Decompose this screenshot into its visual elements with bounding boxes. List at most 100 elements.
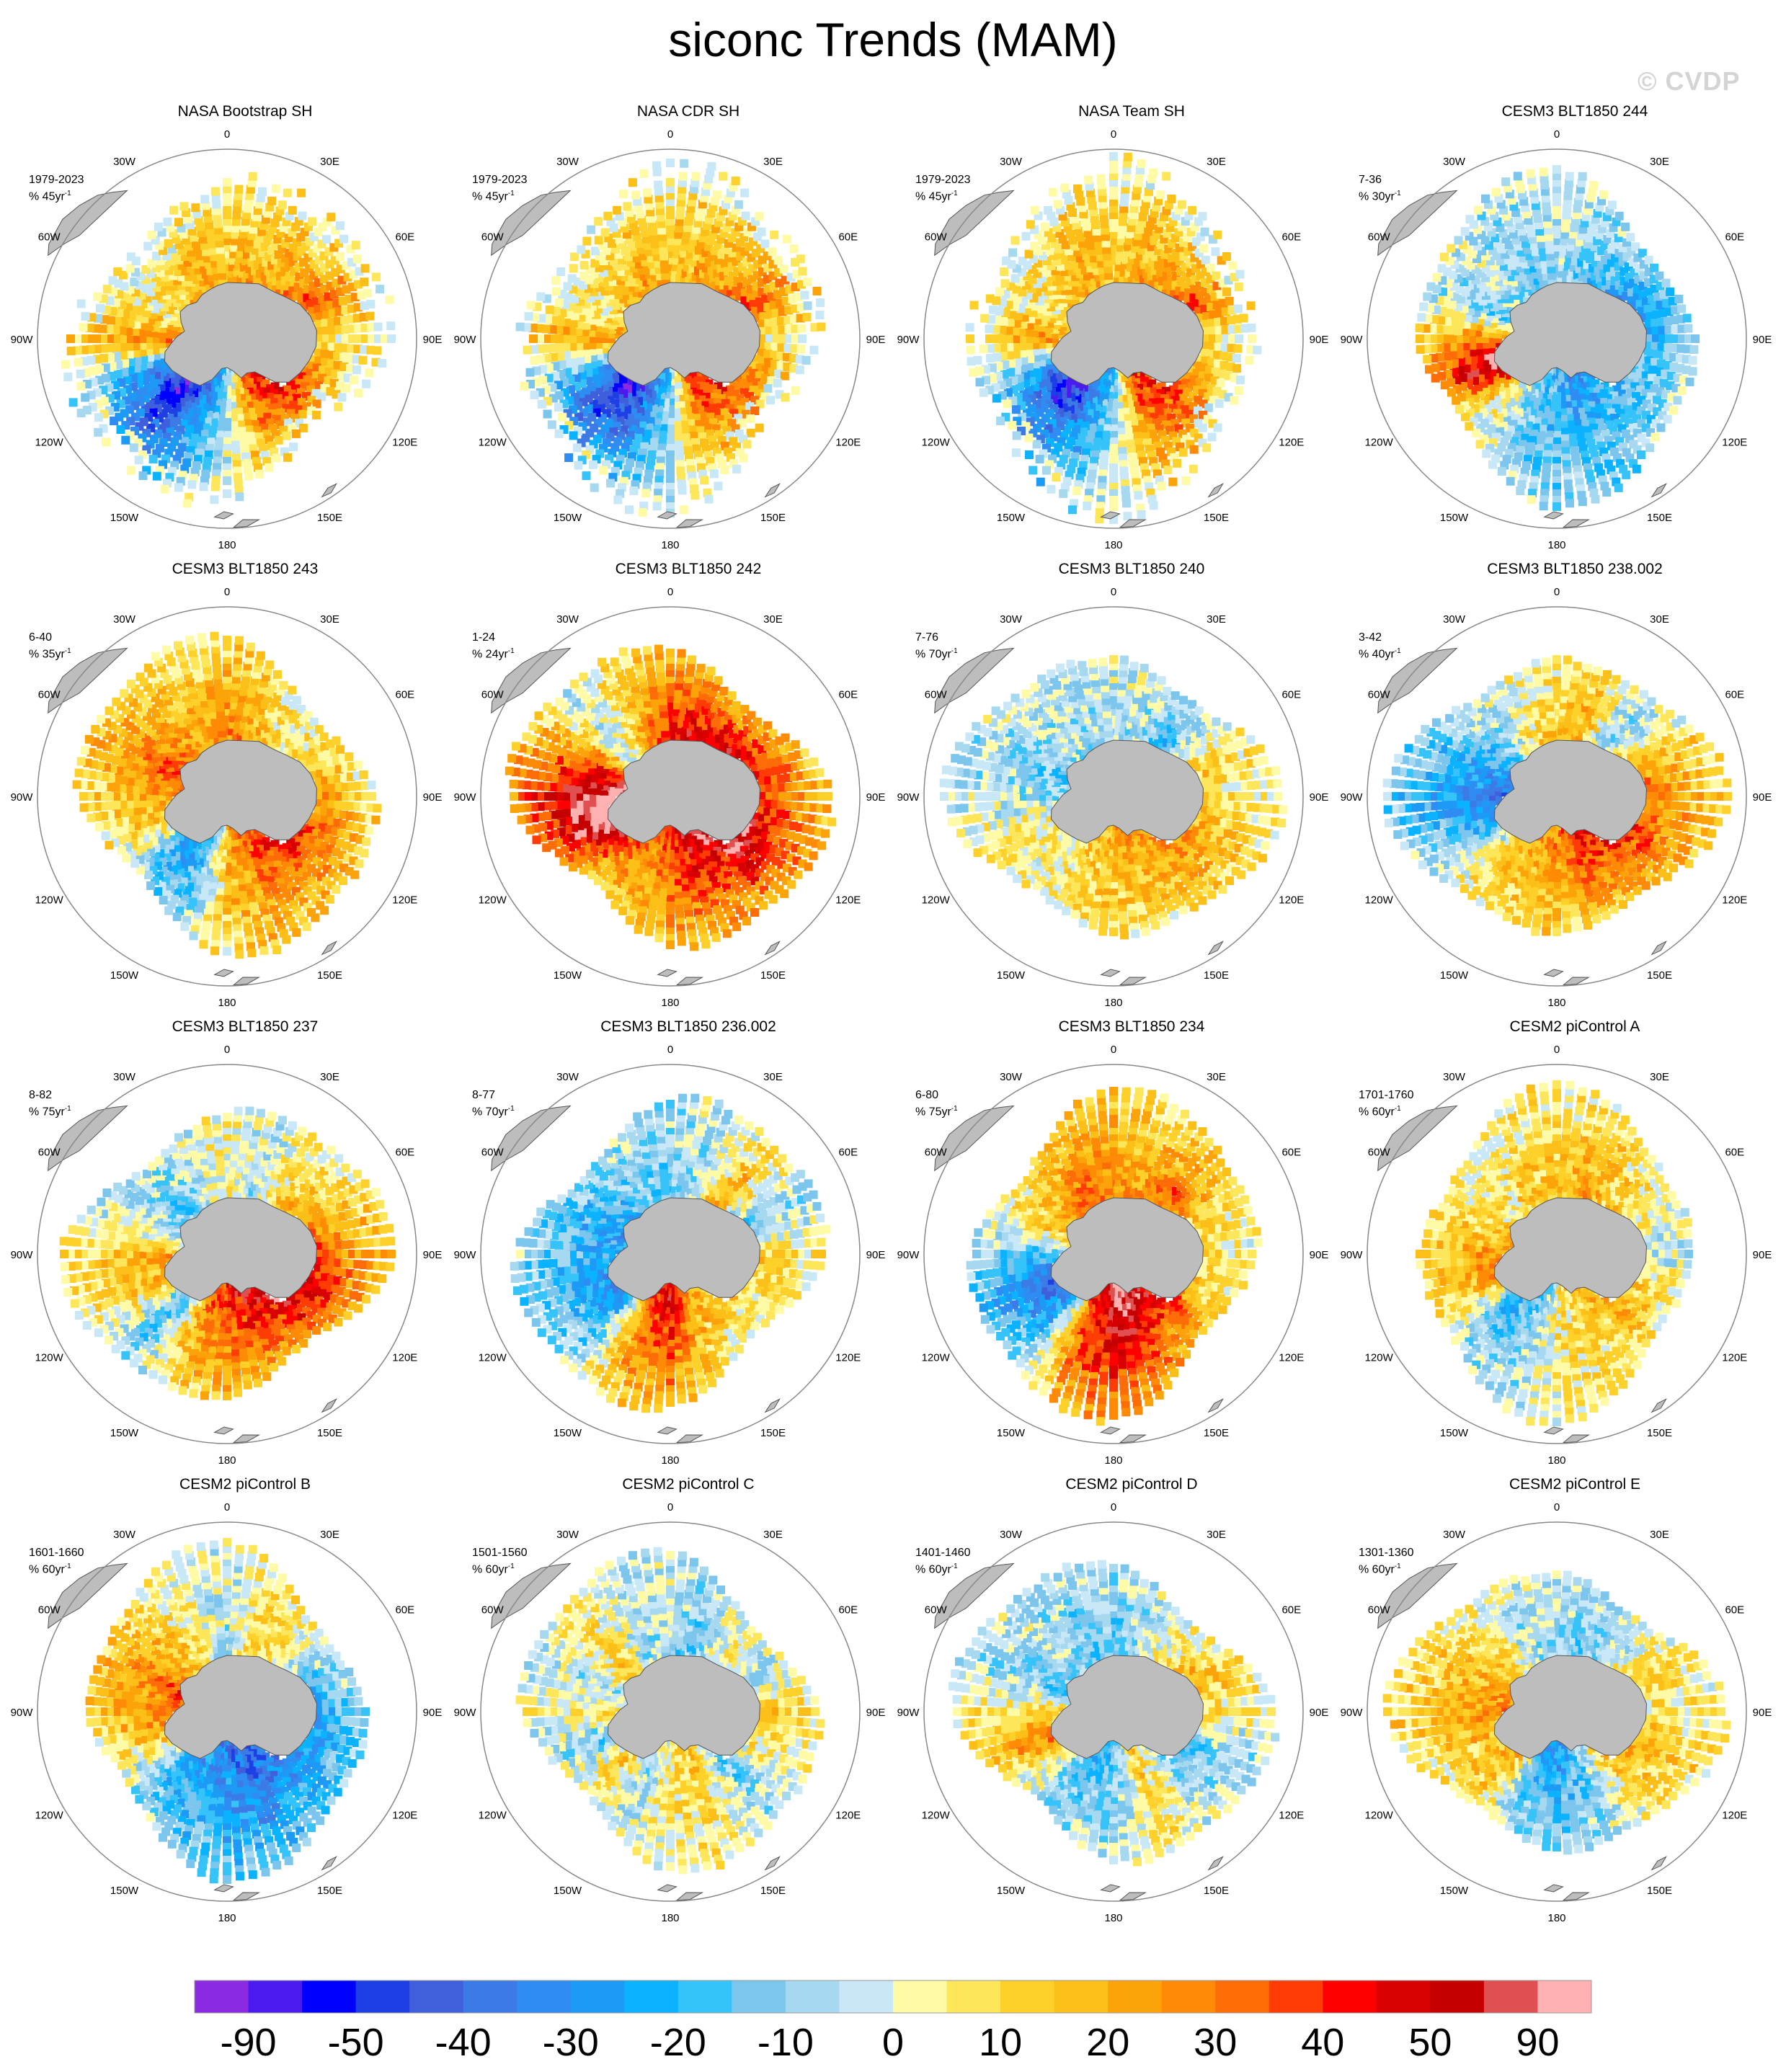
- longitude-label: 180: [1547, 997, 1565, 1009]
- longitude-label: 120W: [922, 1352, 951, 1364]
- longitude-label: 60W: [1368, 1604, 1391, 1617]
- longitude-label: 30E: [1207, 613, 1226, 626]
- rate-exponent: -1: [507, 1105, 515, 1113]
- longitude-label: 60E: [838, 1147, 858, 1159]
- trend-field: [939, 655, 1288, 940]
- panel-period: 1979-2023: [29, 174, 84, 186]
- colorbar-tick-label: 50: [1408, 2021, 1452, 2064]
- antarctica-landmass: [1050, 1197, 1204, 1302]
- colorbar-tick-label: -10: [758, 2021, 814, 2064]
- colorbar-swatch: [355, 1980, 410, 2013]
- colorbar-tick-label: -50: [328, 2021, 384, 2064]
- panel-rate-text: % 60yr: [1359, 1563, 1395, 1576]
- longitude-label: 60E: [1725, 1604, 1744, 1617]
- panel-rate: % 60yr-1: [915, 1560, 971, 1576]
- panel-title: CESM3 BLT1850 242: [615, 561, 762, 577]
- south-america-landmass: [491, 1562, 572, 1629]
- map-panel: NASA Bootstrap SH 1979-2023% 45yr-1 0 30E 60…: [11, 103, 461, 562]
- polar-map: 0 30E 60E 90E 120E 150E 180 150W 120W 90W 60W 30W: [11, 1501, 443, 1924]
- panel-title: NASA Bootstrap SH: [177, 103, 313, 120]
- panel-period: 3-42: [1359, 631, 1382, 644]
- colorbar-tick-label: 0: [882, 2021, 904, 2064]
- longitude-label: 30E: [320, 1071, 339, 1083]
- panel-period: 1501-1560: [472, 1547, 528, 1559]
- longitude-label: 150E: [1647, 1885, 1672, 1897]
- longitude-label: 90E: [1310, 334, 1329, 346]
- longitude-label: 0: [1554, 586, 1560, 598]
- panel-rate-text: % 60yr: [29, 1563, 65, 1576]
- new-zealand-landmass: [1543, 511, 1564, 520]
- colorbar-frame: [194, 1980, 1592, 2014]
- longitude-label: 120W: [479, 437, 507, 449]
- longitude-label: 150E: [1204, 1427, 1229, 1439]
- colorbar-swatch: [409, 1980, 464, 2013]
- tasmania-landmass: [764, 1398, 781, 1413]
- longitude-label: 60W: [1368, 231, 1391, 244]
- panel-title: CESM3 BLT1850 244: [1501, 103, 1648, 120]
- longitude-label: 120E: [835, 437, 861, 449]
- longitude-label: 90E: [1753, 334, 1772, 346]
- polar-map: 0 30E 60E 90E 120E 150E 180 150W 120W 90W 60W 30W: [897, 1501, 1329, 1924]
- polar-map: 0 30E 60E 90E 120E 150E 180 150W 120W 90W 60W 30W: [897, 128, 1329, 551]
- tasmania-landmass: [321, 941, 337, 956]
- new-zealand-landmass: [1562, 519, 1591, 528]
- longitude-label: 90W: [11, 1707, 34, 1719]
- panel-period: 6-80: [915, 1089, 939, 1101]
- new-zealand-landmass: [1119, 977, 1147, 986]
- longitude-label: 60W: [481, 231, 505, 244]
- panel-rate: % 60yr-1: [472, 1560, 528, 1576]
- tasmania-landmass: [1207, 941, 1224, 956]
- trend-field: [61, 172, 396, 508]
- polar-map: 0 30E 60E 90E 120E 150E 180 150W 120W 90W 60W 30W: [897, 586, 1329, 1009]
- map-boundary: [480, 606, 861, 987]
- longitude-label: 60E: [1725, 689, 1744, 701]
- longitude-label: 30W: [1000, 1071, 1023, 1083]
- longitude-label: 30W: [556, 1529, 579, 1541]
- panel-rate: % 35yr-1: [29, 644, 71, 661]
- longitude-label: 180: [218, 997, 236, 1009]
- trend-field: [510, 1093, 831, 1413]
- colorbar-swatch: [1430, 1980, 1485, 2013]
- longitude-label: 120E: [1722, 1352, 1747, 1364]
- tasmania-landmass: [764, 941, 781, 956]
- longitude-label: 180: [1104, 1454, 1122, 1467]
- longitude-label: 90E: [866, 334, 886, 346]
- longitude-label: 60W: [1368, 689, 1391, 701]
- colorbar-swatch: [1537, 1980, 1592, 2013]
- colorbar-swatch: [517, 1980, 572, 2013]
- new-zealand-landmass: [675, 519, 704, 528]
- panel-rate-text: % 60yr: [472, 1563, 508, 1576]
- rate-exponent: -1: [64, 190, 71, 197]
- longitude-label: 0: [224, 586, 230, 598]
- longitude-label: 120W: [922, 1810, 951, 1822]
- longitude-label: 150W: [1440, 969, 1469, 982]
- longitude-label: 60W: [38, 1604, 61, 1617]
- panel-rate-text: % 40yr: [1359, 648, 1395, 661]
- antarctica-landmass: [1493, 1655, 1648, 1759]
- tasmania-landmass: [321, 483, 337, 498]
- panel-rate-text: % 70yr: [472, 1106, 508, 1119]
- antarctica-landmass: [1050, 282, 1204, 386]
- longitude-label: 150E: [760, 512, 786, 524]
- longitude-label: 120W: [35, 437, 64, 449]
- longitude-label: 90W: [454, 1249, 477, 1261]
- longitude-label: 180: [218, 1454, 236, 1467]
- panel-rate-text: % 45yr: [29, 190, 65, 203]
- longitude-label: 150W: [110, 512, 139, 524]
- panel-period: 1979-2023: [472, 174, 528, 186]
- longitude-label: 60E: [395, 231, 414, 244]
- longitude-label: 150W: [110, 1885, 139, 1897]
- longitude-label: 60E: [838, 1604, 858, 1617]
- longitude-label: 120E: [392, 1810, 417, 1822]
- trend-field: [1416, 1080, 1693, 1426]
- panel-period-info: 8-77% 70yr-1: [472, 1088, 515, 1119]
- colorbar-swatch: [732, 1980, 786, 2013]
- longitude-label: 60W: [38, 689, 61, 701]
- longitude-label: 120E: [392, 1352, 417, 1364]
- longitude-label: 150W: [554, 969, 582, 982]
- panel-period-info: 6-80% 75yr-1: [915, 1088, 958, 1119]
- longitude-label: 30E: [763, 156, 783, 168]
- longitude-label: 30W: [1000, 156, 1023, 168]
- colorbar: -90 -50 -40 -30 -20 -10 0 10 20 30 40 50 90: [194, 1980, 1592, 2064]
- antarctica-landmass: [164, 282, 318, 386]
